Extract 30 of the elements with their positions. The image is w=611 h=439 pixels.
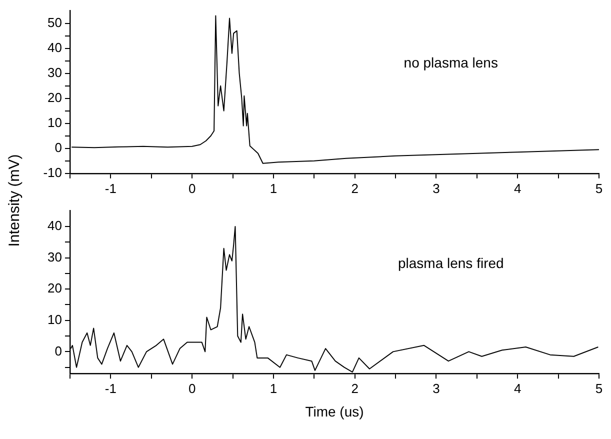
- x-tick-label: 2: [351, 180, 358, 196]
- x-tick-label: 3: [432, 380, 440, 396]
- x-tick-label: 1: [270, 380, 278, 396]
- x-tick-label: 0: [188, 380, 196, 396]
- y-tick-label: 0: [54, 343, 62, 358]
- x-tick-label: 5: [595, 380, 603, 396]
- x-tick-label: 2: [351, 380, 358, 396]
- x-tick-label: 0: [188, 180, 196, 196]
- y-tick-label: 20: [48, 90, 62, 105]
- y-tick-label: -10: [43, 164, 62, 180]
- x-tick-label: -1: [104, 380, 116, 396]
- x-tick-label: 3: [432, 180, 440, 196]
- x-axis-title: Time (us): [305, 403, 364, 420]
- x-tick-label: 5: [595, 180, 603, 196]
- y-tick-label: 50: [48, 14, 62, 30]
- y-tick-label: 30: [48, 249, 62, 264]
- y-tick-label: 10: [48, 114, 62, 130]
- y-tick-label: 40: [48, 40, 62, 55]
- y-tick-label: 20: [48, 280, 62, 296]
- x-tick-label: 4: [514, 180, 522, 196]
- annotation: no plasma lens: [404, 54, 498, 71]
- x-tick-label: 4: [514, 380, 522, 396]
- y-tick-label: 10: [48, 312, 62, 327]
- x-tick-label: 1: [270, 180, 278, 196]
- y-tick-label: 0: [54, 140, 62, 155]
- y-tick-label: 30: [48, 64, 62, 80]
- y-axis-title: Intensity (mV): [6, 154, 22, 246]
- annotation: plasma lens fired: [398, 254, 504, 271]
- y-tick-label: 40: [48, 218, 62, 234]
- x-tick-label: -1: [104, 180, 116, 196]
